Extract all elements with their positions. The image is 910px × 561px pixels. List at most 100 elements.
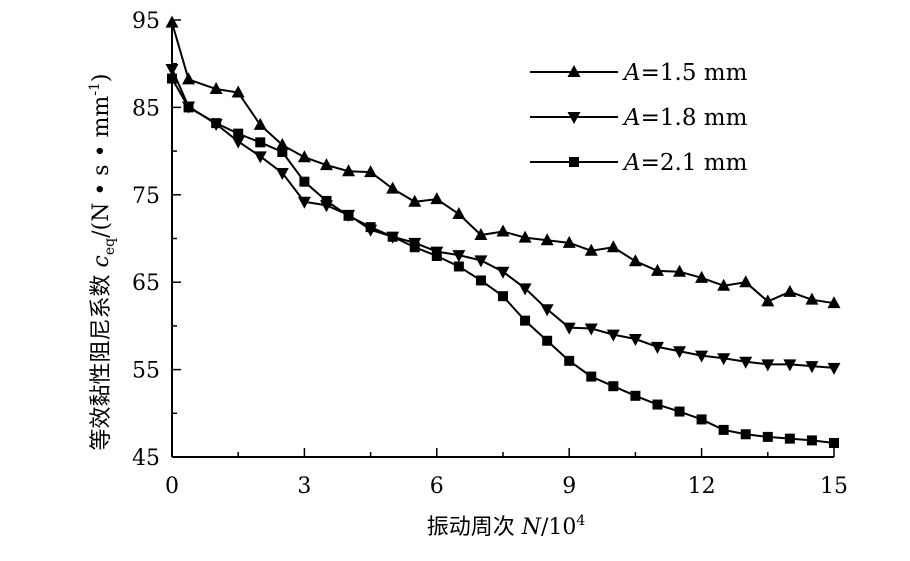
data-point (211, 118, 222, 129)
data-point (231, 85, 245, 98)
x-tick-label: 12 (688, 474, 716, 499)
data-point (695, 350, 709, 363)
y-tick-label: 65 (132, 271, 160, 296)
data-point (562, 322, 576, 335)
data-point (805, 361, 819, 374)
series-1 (165, 15, 841, 309)
y-axis-label-end: ) (89, 74, 114, 83)
y-tick-label: 85 (132, 96, 160, 121)
legend-marker (567, 112, 581, 124)
data-point (253, 151, 267, 164)
data-point (564, 355, 575, 366)
data-point (762, 431, 773, 442)
data-point (628, 334, 642, 347)
data-point (431, 250, 442, 261)
data-point (829, 438, 839, 449)
data-point (652, 399, 663, 410)
data-point (520, 315, 531, 326)
x-axis-label-rest: /10 (541, 515, 576, 540)
data-point (542, 335, 553, 346)
x-tick-label: 3 (297, 474, 311, 499)
legend-marker (567, 65, 581, 77)
data-point (540, 304, 554, 317)
legend: A=1.5 mmA=1.8 mmA=2.1 mm (530, 60, 748, 176)
data-point (695, 270, 709, 283)
data-point (608, 381, 619, 392)
data-point (717, 278, 731, 291)
y-axis-label-var: c (89, 255, 114, 267)
x-ticks: 0 3 6 9 12 15 (165, 448, 848, 499)
data-point (387, 231, 398, 242)
series-line (171, 78, 835, 445)
data-point (231, 136, 245, 149)
data-point (606, 240, 620, 253)
data-point (806, 435, 817, 446)
x-axis-label-var: N (521, 515, 542, 540)
data-point (474, 228, 488, 241)
data-point (496, 224, 510, 237)
data-point (167, 73, 177, 84)
data-point (409, 242, 420, 253)
data-point (805, 292, 819, 305)
data-point (253, 117, 267, 130)
data-point (475, 275, 486, 286)
data-point (717, 353, 731, 366)
data-point (182, 72, 196, 85)
data-point (783, 359, 797, 372)
legend-item-3: A=2.1 mm (530, 150, 748, 176)
data-point (474, 255, 488, 268)
data-point (584, 323, 598, 336)
y-axis-label: 等效黏性阻尼系数 ceq/(N • s • mm-1) (87, 74, 118, 451)
data-point (584, 243, 598, 256)
data-point (319, 158, 333, 171)
legend-label-rest: =1.5 mm (641, 60, 748, 86)
data-point (718, 424, 729, 435)
data-point (650, 263, 664, 276)
data-point (498, 291, 508, 302)
y-axis-label-sub: eq (102, 238, 118, 255)
data-point (540, 233, 554, 246)
data-point (673, 264, 687, 277)
data-point (299, 176, 310, 187)
data-point (827, 296, 841, 309)
x-tick-label: 6 (430, 474, 444, 499)
y-ticks: 45 55 65 75 85 95 (132, 9, 181, 471)
data-point (386, 181, 400, 194)
plot-series (165, 15, 841, 449)
data-point (630, 390, 641, 401)
data-point (496, 266, 510, 279)
legend-label-rest: =2.1 mm (641, 150, 748, 176)
legend-label-var: A (622, 150, 641, 176)
data-point (827, 362, 841, 375)
y-axis-label-text: 等效黏性阻尼系数 (89, 268, 114, 451)
data-point (342, 164, 356, 177)
data-point (365, 222, 376, 233)
data-point (165, 63, 179, 76)
legend-item-1: A=1.5 mm (530, 60, 748, 86)
x-axis-label-text: 振动周次 (427, 515, 522, 540)
data-point (518, 283, 532, 296)
series-3 (167, 73, 839, 449)
y-tick-label: 75 (132, 184, 160, 209)
data-point (275, 167, 289, 180)
data-point (430, 192, 444, 205)
data-point (739, 275, 753, 288)
data-point (562, 235, 576, 248)
x-tick-label: 15 (820, 474, 848, 499)
data-point (761, 359, 775, 372)
x-axis-label: 振动周次 N/104 (427, 513, 586, 540)
data-point (586, 371, 597, 382)
legend-marker (569, 157, 579, 167)
data-point (696, 414, 707, 425)
data-point (674, 406, 685, 417)
data-point (761, 294, 775, 307)
y-axis-label-sup: -1 (87, 82, 103, 96)
data-point (452, 207, 466, 220)
data-point (364, 165, 378, 178)
data-point (277, 146, 288, 157)
data-point (606, 329, 620, 342)
data-point (783, 284, 797, 297)
x-tick-label: 0 (165, 474, 179, 499)
data-point (452, 250, 466, 263)
